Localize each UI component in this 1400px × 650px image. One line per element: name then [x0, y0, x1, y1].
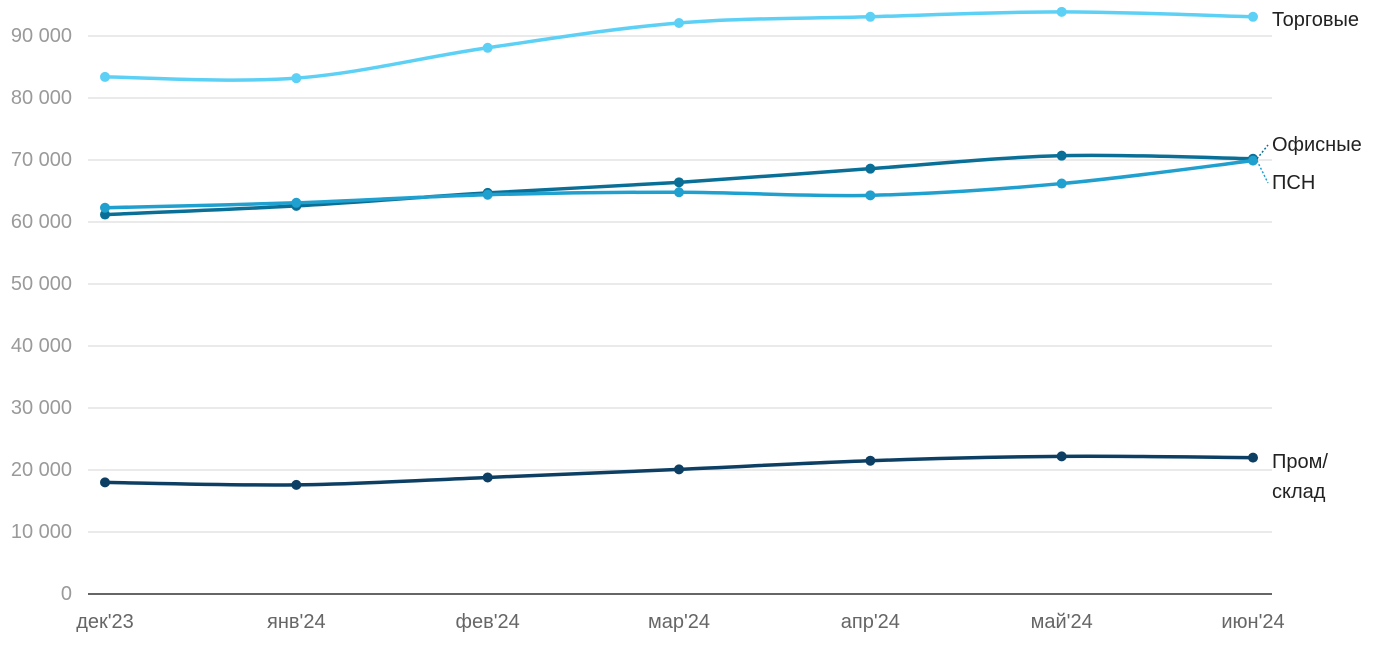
data-point — [482, 472, 493, 483]
data-point — [674, 464, 684, 475]
series-labels: Торговые Офисные ПСН Пром/склад — [1256, 9, 1362, 503]
data-point — [482, 42, 493, 53]
series-label: Офисные — [1272, 134, 1362, 156]
data-point — [291, 479, 302, 490]
data-point — [100, 202, 110, 213]
x-tick-label: мар'24 — [648, 611, 710, 633]
data-point — [482, 189, 493, 200]
y-tick-label: 60 000 — [11, 211, 72, 233]
x-tick-label: фев'24 — [456, 611, 520, 633]
y-tick-label: 10 000 — [11, 521, 72, 543]
data-point — [1248, 452, 1258, 463]
y-tick-label: 70 000 — [11, 149, 72, 171]
data-point — [1056, 451, 1067, 462]
data-point — [865, 455, 876, 466]
data-point — [100, 477, 110, 488]
x-tick-label: апр'24 — [841, 611, 900, 633]
data-point — [1056, 150, 1067, 161]
y-tick-label: 40 000 — [11, 335, 72, 357]
data-point — [100, 71, 110, 82]
data-point — [865, 11, 876, 22]
data-point — [1056, 6, 1067, 17]
y-tick-label: 0 — [61, 583, 72, 605]
series-3 — [100, 451, 1258, 490]
y-tick-label: 50 000 — [11, 273, 72, 295]
y-axis-ticks: 0 10 000 20 000 30 000 40 000 50 000 60 000 70 … — [11, 25, 72, 605]
series-0 — [100, 6, 1258, 84]
data-point — [291, 197, 302, 208]
data-point — [1056, 178, 1067, 189]
series-2 — [100, 155, 1258, 213]
x-tick-label: июн'24 — [1221, 611, 1284, 633]
y-tick-label: 80 000 — [11, 87, 72, 109]
data-point — [674, 187, 684, 198]
y-tick-label: 20 000 — [11, 459, 72, 481]
series-label: Пром/склад — [1272, 451, 1328, 503]
data-point — [674, 177, 684, 188]
series-1 — [100, 150, 1258, 220]
series-label: Торговые — [1272, 9, 1359, 31]
y-tick-label: 90 000 — [11, 25, 72, 47]
grid-lines — [88, 35, 1272, 533]
x-tick-label: дек'23 — [76, 611, 134, 633]
data-point — [1248, 155, 1258, 166]
x-tick-label: май'24 — [1031, 611, 1093, 633]
series-label: ПСН — [1272, 172, 1315, 194]
data-point — [865, 190, 876, 201]
data-point — [1248, 11, 1258, 22]
data-point — [291, 73, 302, 84]
x-tick-label: янв'24 — [267, 611, 326, 633]
data-point — [674, 17, 684, 28]
data-point — [865, 163, 876, 174]
y-tick-label: 30 000 — [11, 397, 72, 419]
x-axis-ticks: дек'23 янв'24 фев'24 мар'24 апр'24 май'24 июн'… — [76, 611, 1284, 633]
label-leader-line — [1256, 144, 1269, 160]
label-leader-line — [1256, 160, 1269, 184]
series-lines — [100, 6, 1258, 490]
